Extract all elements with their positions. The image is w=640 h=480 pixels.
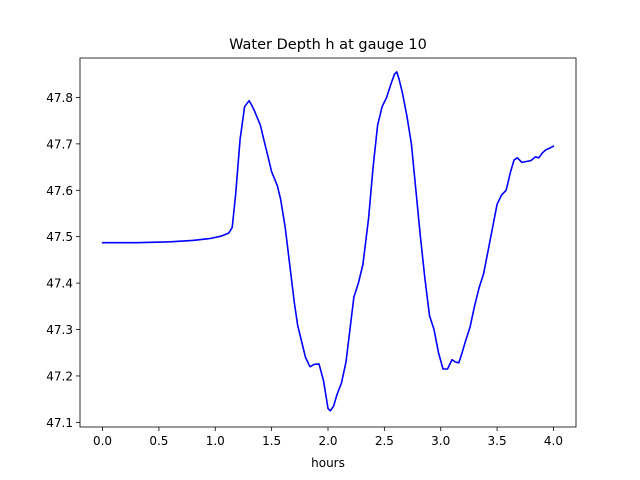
x-tick-label: 2.5 (375, 434, 394, 448)
x-tick-label: 3.0 (431, 434, 450, 448)
y-tick-label: 47.6 (46, 184, 73, 198)
chart-title: Water Depth h at gauge 10 (229, 37, 427, 53)
y-tick-label: 47.7 (46, 137, 73, 151)
x-tick-label: 0.0 (93, 434, 112, 448)
x-axis-title: hours (311, 456, 345, 470)
x-tick-label: 2.0 (318, 434, 337, 448)
x-tick-label: 0.5 (149, 434, 168, 448)
y-tick-label: 47.2 (46, 369, 73, 383)
x-tick-label: 1.5 (262, 434, 281, 448)
y-axis: 47.1 47.2 47.3 47.4 47.5 47.6 47.7 47.8 (46, 91, 80, 430)
x-tick-label: 3.5 (488, 434, 507, 448)
y-tick-label: 47.3 (46, 323, 73, 337)
y-tick-label: 47.4 (46, 277, 73, 291)
x-tick-label: 4.0 (544, 434, 563, 448)
x-tick-label: 1.0 (206, 434, 225, 448)
series-layer (101, 71, 555, 412)
y-tick-label: 47.5 (46, 230, 73, 244)
y-tick-label: 47.1 (46, 416, 73, 430)
y-tick-label: 47.8 (46, 91, 73, 105)
series-line (101, 71, 555, 412)
x-axis: 0.0 0.5 1.0 1.5 2.0 2.5 3.0 3.5 4.0 (93, 427, 563, 448)
